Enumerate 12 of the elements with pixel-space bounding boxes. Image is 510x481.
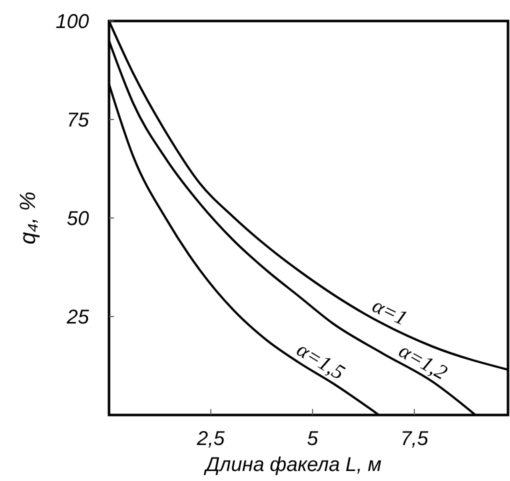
x-axis-title: Длина факела L, м [204,454,382,476]
text: α=1 [368,293,412,330]
x-tick-label: 7,5 [400,428,430,450]
x-tick-label: 5 [307,428,320,450]
y-tick-label: 100 [56,11,89,33]
y-tick-label: 50 [66,208,89,230]
text: α=1,5 [292,337,350,384]
y-axis-title: q₄, % [15,192,40,244]
y-tick-label: 75 [66,110,90,132]
x-tick-label: 2,5 [196,428,226,450]
y-tick-label: 25 [66,306,90,328]
text: α=1,2 [394,338,452,385]
